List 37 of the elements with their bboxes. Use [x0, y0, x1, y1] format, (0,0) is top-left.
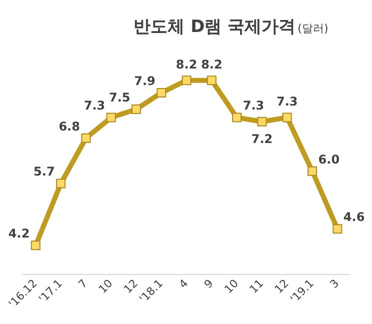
data-label: 7.3 [276, 94, 298, 109]
point [257, 116, 267, 126]
point [182, 76, 192, 86]
x-tick-label: 10 [222, 276, 241, 296]
data-label: 4.2 [8, 226, 30, 241]
x-tick-label: 12 [272, 276, 292, 296]
point [132, 104, 141, 114]
point [282, 112, 292, 122]
data-label: 7.9 [134, 74, 156, 88]
chart-title: 반도체 D램 국제가격 [134, 17, 296, 37]
data-label: 7.3 [242, 98, 264, 113]
data-label: 6.8 [58, 119, 80, 134]
chart-subtitle: (달러) [298, 22, 328, 35]
x-tick-label: 12 [121, 276, 140, 296]
data-label: 8.2 [176, 58, 198, 72]
point [232, 112, 242, 122]
point [81, 133, 91, 143]
x-tick-label: 10 [96, 276, 116, 296]
data-label: 4.6 [343, 210, 365, 224]
data-label: 7.3 [84, 98, 106, 113]
x-tick-label: 11 [247, 276, 266, 296]
x-tick-label: 4 [176, 276, 191, 292]
x-tick-label: 9 [202, 276, 216, 292]
point [308, 166, 318, 176]
data-label: 5.7 [34, 164, 55, 179]
point [56, 178, 66, 188]
point [156, 88, 166, 98]
data-label: 7.2 [251, 132, 273, 146]
data-label: 8.2 [201, 58, 222, 72]
point [106, 112, 116, 122]
data-label: 7.5 [108, 90, 130, 104]
point [206, 76, 216, 86]
x-tick-label: 7 [76, 276, 90, 292]
point [332, 224, 342, 234]
data-label: 6.0 [318, 152, 340, 166]
x-tick-label: 3 [327, 276, 342, 292]
point [30, 240, 40, 250]
